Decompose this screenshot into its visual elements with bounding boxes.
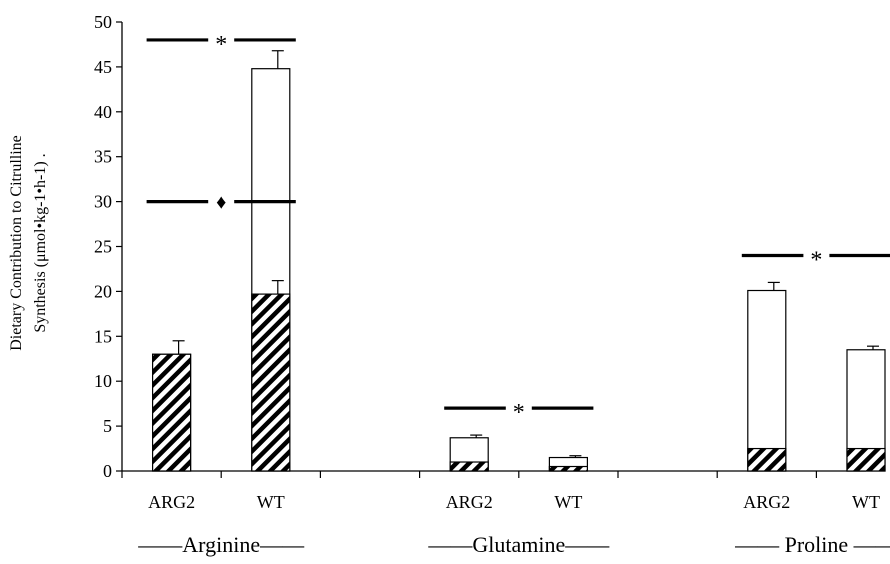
y-tick-label: 0: [103, 461, 112, 481]
significance-symbol: *: [215, 32, 227, 58]
bar-hatched: [846, 447, 886, 472]
bar-total: [747, 289, 787, 472]
bar-hatched: [152, 353, 192, 472]
y-tick-label: 30: [94, 192, 112, 212]
x-category-label: WT: [554, 492, 582, 512]
y-axis-label: Dietary Contribution to Citrulline Synth…: [8, 135, 49, 351]
bar-hatched: [747, 447, 787, 472]
significance-symbol: ♦: [216, 192, 226, 214]
y-tick-label: 15: [94, 326, 112, 346]
x-group-label: —— Proline ——: [734, 532, 890, 557]
y-tick-label: 35: [94, 147, 112, 167]
y-axis-label-line-2: Synthesis (μmol•kg-1•h-1) .: [32, 153, 49, 332]
bars: [152, 50, 886, 472]
x-category-label: WT: [257, 492, 285, 512]
x-category-label: ARG2: [148, 492, 195, 512]
bar-hatched: [251, 293, 291, 472]
x-group-label: ——Glutamine——: [427, 532, 610, 557]
bar-hatched: [548, 465, 589, 472]
y-tick-label: 20: [94, 281, 112, 301]
significance-symbol: *: [513, 400, 525, 426]
y-tick-label: 25: [94, 237, 112, 257]
x-category-label: ARG2: [446, 492, 493, 512]
y-tick-label: 45: [94, 57, 112, 77]
y-tick-label: 10: [94, 371, 112, 391]
x-category-label: WT: [852, 492, 880, 512]
x-category-label: ARG2: [743, 492, 790, 512]
y-tick-label: 5: [103, 416, 112, 436]
significance-symbol: *: [810, 247, 822, 273]
annotations: * ♦ * *: [146, 32, 890, 426]
y-axis-label-line-1: Dietary Contribution to Citrulline: [8, 135, 25, 351]
y-tick-label: 50: [94, 12, 112, 32]
x-group-label: ——Arginine——: [137, 532, 305, 557]
bar-hatched: [449, 461, 489, 472]
axes: 0 5 10 15 20 25 30 35 40 45 50: [94, 12, 866, 481]
y-tick-label: 40: [94, 102, 112, 122]
category-labels: ARG2 WT ARG2 WT ARG2 WT ——Arginine—— ——Glutamin…: [137, 492, 890, 557]
